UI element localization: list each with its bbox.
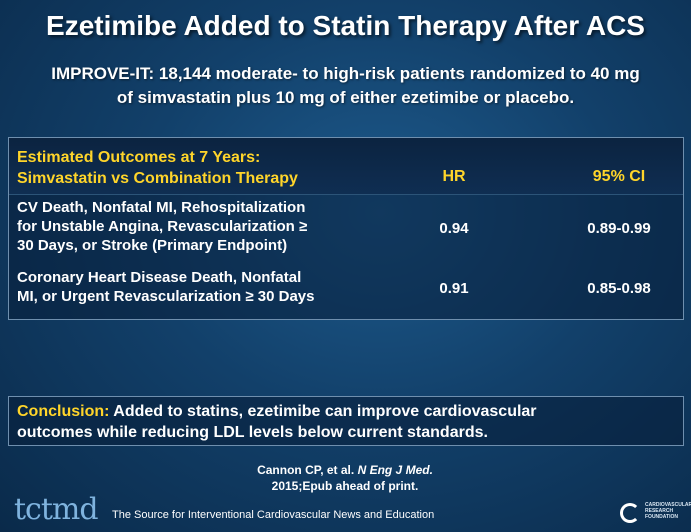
crf-logo: CARDIOVASCULAR RESEARCH FOUNDATION (620, 501, 691, 525)
table-row: CV Death, Nonfatal MI, Rehospitalization… (9, 198, 683, 264)
header-label: Estimated Outcomes at 7 Years: Simvastat… (17, 147, 397, 189)
crf-mark-icon (620, 503, 640, 523)
outcome-cell: Coronary Heart Disease Death, Nonfatal M… (17, 268, 397, 306)
header-label-line-2: Simvastatin vs Combination Therapy (17, 170, 298, 187)
outcome-line: Coronary Heart Disease Death, Nonfatal (17, 269, 302, 286)
table-header: Estimated Outcomes at 7 Years: Simvastat… (9, 138, 683, 195)
footer-tagline: The Source for Interventional Cardiovasc… (112, 509, 435, 521)
conclusion-text: Added to statins, ezetimibe can improve … (109, 403, 537, 420)
table-row: Coronary Heart Disease Death, Nonfatal M… (9, 268, 683, 318)
citation: Cannon CP, et al. N Eng J Med. 2015;Epub… (200, 462, 490, 494)
ci-cell: 0.89-0.99 (587, 220, 651, 237)
crf-text-line: CARDIOVASCULAR (645, 502, 691, 508)
subtitle-line-2: of simvastatin plus 10 mg of either ezet… (116, 88, 575, 107)
outcomes-table: Estimated Outcomes at 7 Years: Simvastat… (8, 137, 684, 320)
conclusion-label: Conclusion: (17, 403, 110, 420)
outcome-line: for Unstable Angina, Revascularization ≥ (17, 218, 308, 235)
crf-text-line: FOUNDATION (645, 514, 678, 520)
header-label-line-1: Estimated Outcomes at 7 Years: (17, 149, 261, 166)
outcome-line: 30 Days, or Stroke (Primary Endpoint) (17, 237, 288, 254)
ci-cell: 0.85-0.98 (587, 280, 651, 297)
conclusion-line-1: Conclusion: Added to statins, ezetimibe … (17, 401, 675, 422)
tctmd-logo: tctmd (14, 492, 99, 527)
outcome-cell: CV Death, Nonfatal MI, Rehospitalization… (17, 198, 397, 255)
outcome-line: CV Death, Nonfatal MI, Rehospitalization (17, 199, 306, 216)
citation-authors: Cannon CP, et al. (257, 463, 358, 477)
citation-line-1: Cannon CP, et al. N Eng J Med. (200, 462, 490, 478)
conclusion-box: Conclusion: Added to statins, ezetimibe … (8, 396, 684, 446)
citation-journal: N Eng J Med. (357, 463, 433, 477)
conclusion-line-2: outcomes while reducing LDL levels below… (17, 424, 488, 441)
header-ci: 95% CI (592, 168, 646, 185)
slide-subtitle: IMPROVE-IT: 18,144 moderate- to high-ris… (0, 62, 691, 110)
hr-cell: 0.94 (439, 220, 469, 237)
subtitle-line-1: IMPROVE-IT: 18,144 moderate- to high-ris… (51, 64, 640, 83)
hr-cell: 0.91 (439, 280, 469, 297)
header-hr: HR (442, 168, 466, 185)
outcome-line: MI, or Urgent Revascularization ≥ 30 Day… (17, 288, 315, 305)
slide-title: Ezetimibe Added to Statin Therapy After … (46, 10, 645, 41)
crf-text: CARDIOVASCULAR RESEARCH FOUNDATION (645, 502, 691, 520)
crf-text-line: RESEARCH (645, 508, 674, 514)
citation-details: 2015;Epub ahead of print. (271, 479, 419, 493)
